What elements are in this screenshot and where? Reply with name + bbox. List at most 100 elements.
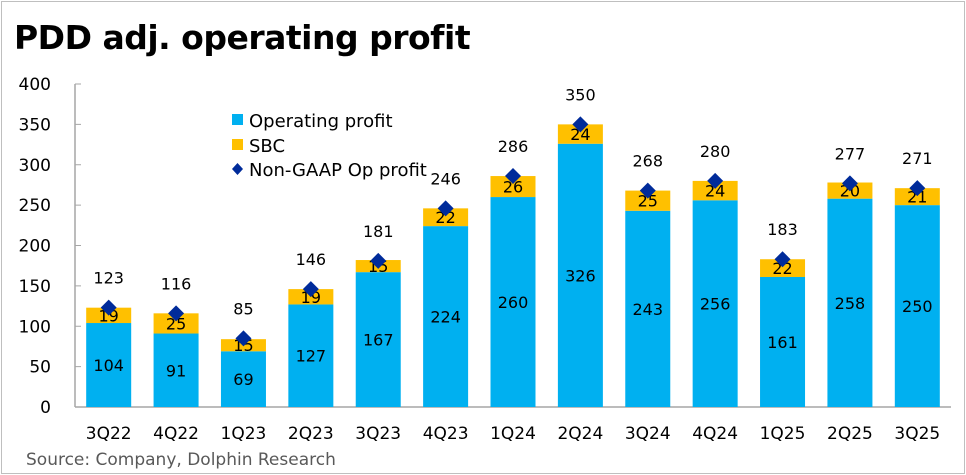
marker-non-gaap [707,172,724,189]
label-operating-profit: 258 [835,294,866,313]
y-tick-label: 200 [19,237,51,257]
legend-marker-non-gaap [232,163,243,175]
bar-operating-profit [490,197,536,407]
bar-sbc [692,180,738,201]
marker-non-gaap [168,305,185,322]
y-tick-label: 250 [19,196,51,216]
marker-non-gaap [774,251,791,268]
label-operating-profit: 326 [565,266,596,285]
chart-title: PDD adj. operating profit [14,18,471,57]
bar-operating-profit [86,323,132,407]
bar-operating-profit [423,226,469,407]
label-non-gaap: 123 [93,269,124,288]
bar-sbc [557,124,603,144]
y-tick-label: 150 [19,277,51,297]
source-note: Source: Company, Dolphin Research [26,450,336,470]
bar-operating-profit [692,200,738,407]
label-sbc: 25 [166,314,186,333]
x-tick-label: 4Q23 [423,424,469,444]
y-tick-label: 400 [19,75,51,95]
label-sbc: 21 [907,188,927,207]
x-tick-label: 3Q23 [355,424,401,444]
marker-non-gaap [505,168,521,185]
label-non-gaap: 146 [296,250,327,269]
x-tick-label: 3Q22 [86,424,132,444]
bar-sbc [760,259,806,277]
bar-operating-profit [894,205,940,407]
label-sbc: 19 [301,288,321,307]
marker-non-gaap [235,330,252,347]
marker-non-gaap [841,175,858,192]
label-operating-profit: 224 [430,308,461,327]
y-tick-label: 350 [19,115,51,135]
label-sbc: 22 [772,259,792,278]
x-tick-label: 2Q23 [288,424,334,444]
label-non-gaap: 268 [632,152,663,171]
label-non-gaap: 277 [835,144,866,163]
bar-sbc [423,208,469,227]
label-operating-profit: 243 [632,300,663,319]
y-tick-label: 300 [19,156,51,176]
x-tick-label: 4Q22 [153,424,199,444]
legend-label: Non-GAAP Op profit [249,160,427,181]
x-tick-label: 3Q24 [625,424,671,444]
label-non-gaap: 246 [430,169,461,188]
label-operating-profit: 260 [498,293,529,312]
y-tick-label: 0 [40,398,51,418]
label-operating-profit: 250 [902,297,933,316]
label-non-gaap: 85 [233,299,253,318]
label-sbc: 24 [705,182,725,201]
bar-operating-profit [153,333,199,407]
label-non-gaap: 181 [363,222,394,241]
label-non-gaap: 280 [700,142,731,161]
marker-non-gaap [639,182,656,199]
label-non-gaap: 271 [902,149,933,168]
marker-non-gaap [370,252,387,269]
x-tick-label: 1Q25 [760,424,806,444]
marker-non-gaap [302,281,319,298]
bar-sbc [625,190,671,211]
bar-operating-profit [220,351,266,407]
label-non-gaap: 286 [498,137,529,156]
bar-sbc [153,313,199,334]
label-sbc: 22 [435,208,455,227]
label-sbc: 25 [638,192,658,211]
label-operating-profit: 69 [233,370,253,389]
x-tick-label: 1Q23 [221,424,267,444]
bar-operating-profit [288,304,334,407]
bar-operating-profit [355,272,401,407]
bar-sbc [894,188,940,206]
x-tick-label: 2Q25 [827,424,873,444]
legend-label: Operating profit [249,111,393,132]
legend-swatch-sbc [232,139,243,150]
label-sbc: 24 [570,125,590,144]
marker-non-gaap [909,180,926,197]
bar-operating-profit [625,210,671,407]
bar-operating-profit [827,198,873,407]
label-operating-profit: 91 [166,361,186,380]
y-tick-label: 50 [29,358,51,378]
label-sbc: 26 [503,178,523,197]
label-operating-profit: 127 [296,347,327,366]
x-tick-label: 1Q24 [490,424,536,444]
label-operating-profit: 167 [363,331,394,350]
bar-operating-profit [557,143,603,407]
x-tick-label: 2Q24 [557,424,603,444]
marker-non-gaap [437,200,454,217]
label-non-gaap: 116 [161,274,192,293]
bar-operating-profit [760,276,806,407]
x-tick-label: 3Q25 [894,424,940,444]
label-operating-profit: 104 [93,356,124,375]
label-non-gaap: 183 [767,220,798,239]
legend-label: SBC [249,136,285,157]
label-sbc: 19 [99,306,119,325]
label-operating-profit: 256 [700,295,731,314]
x-tick-label: 4Q24 [692,424,738,444]
marker-non-gaap [572,116,589,133]
bar-sbc [490,176,536,198]
label-non-gaap: 350 [565,85,596,104]
legend-swatch-operating-profit [232,114,243,125]
